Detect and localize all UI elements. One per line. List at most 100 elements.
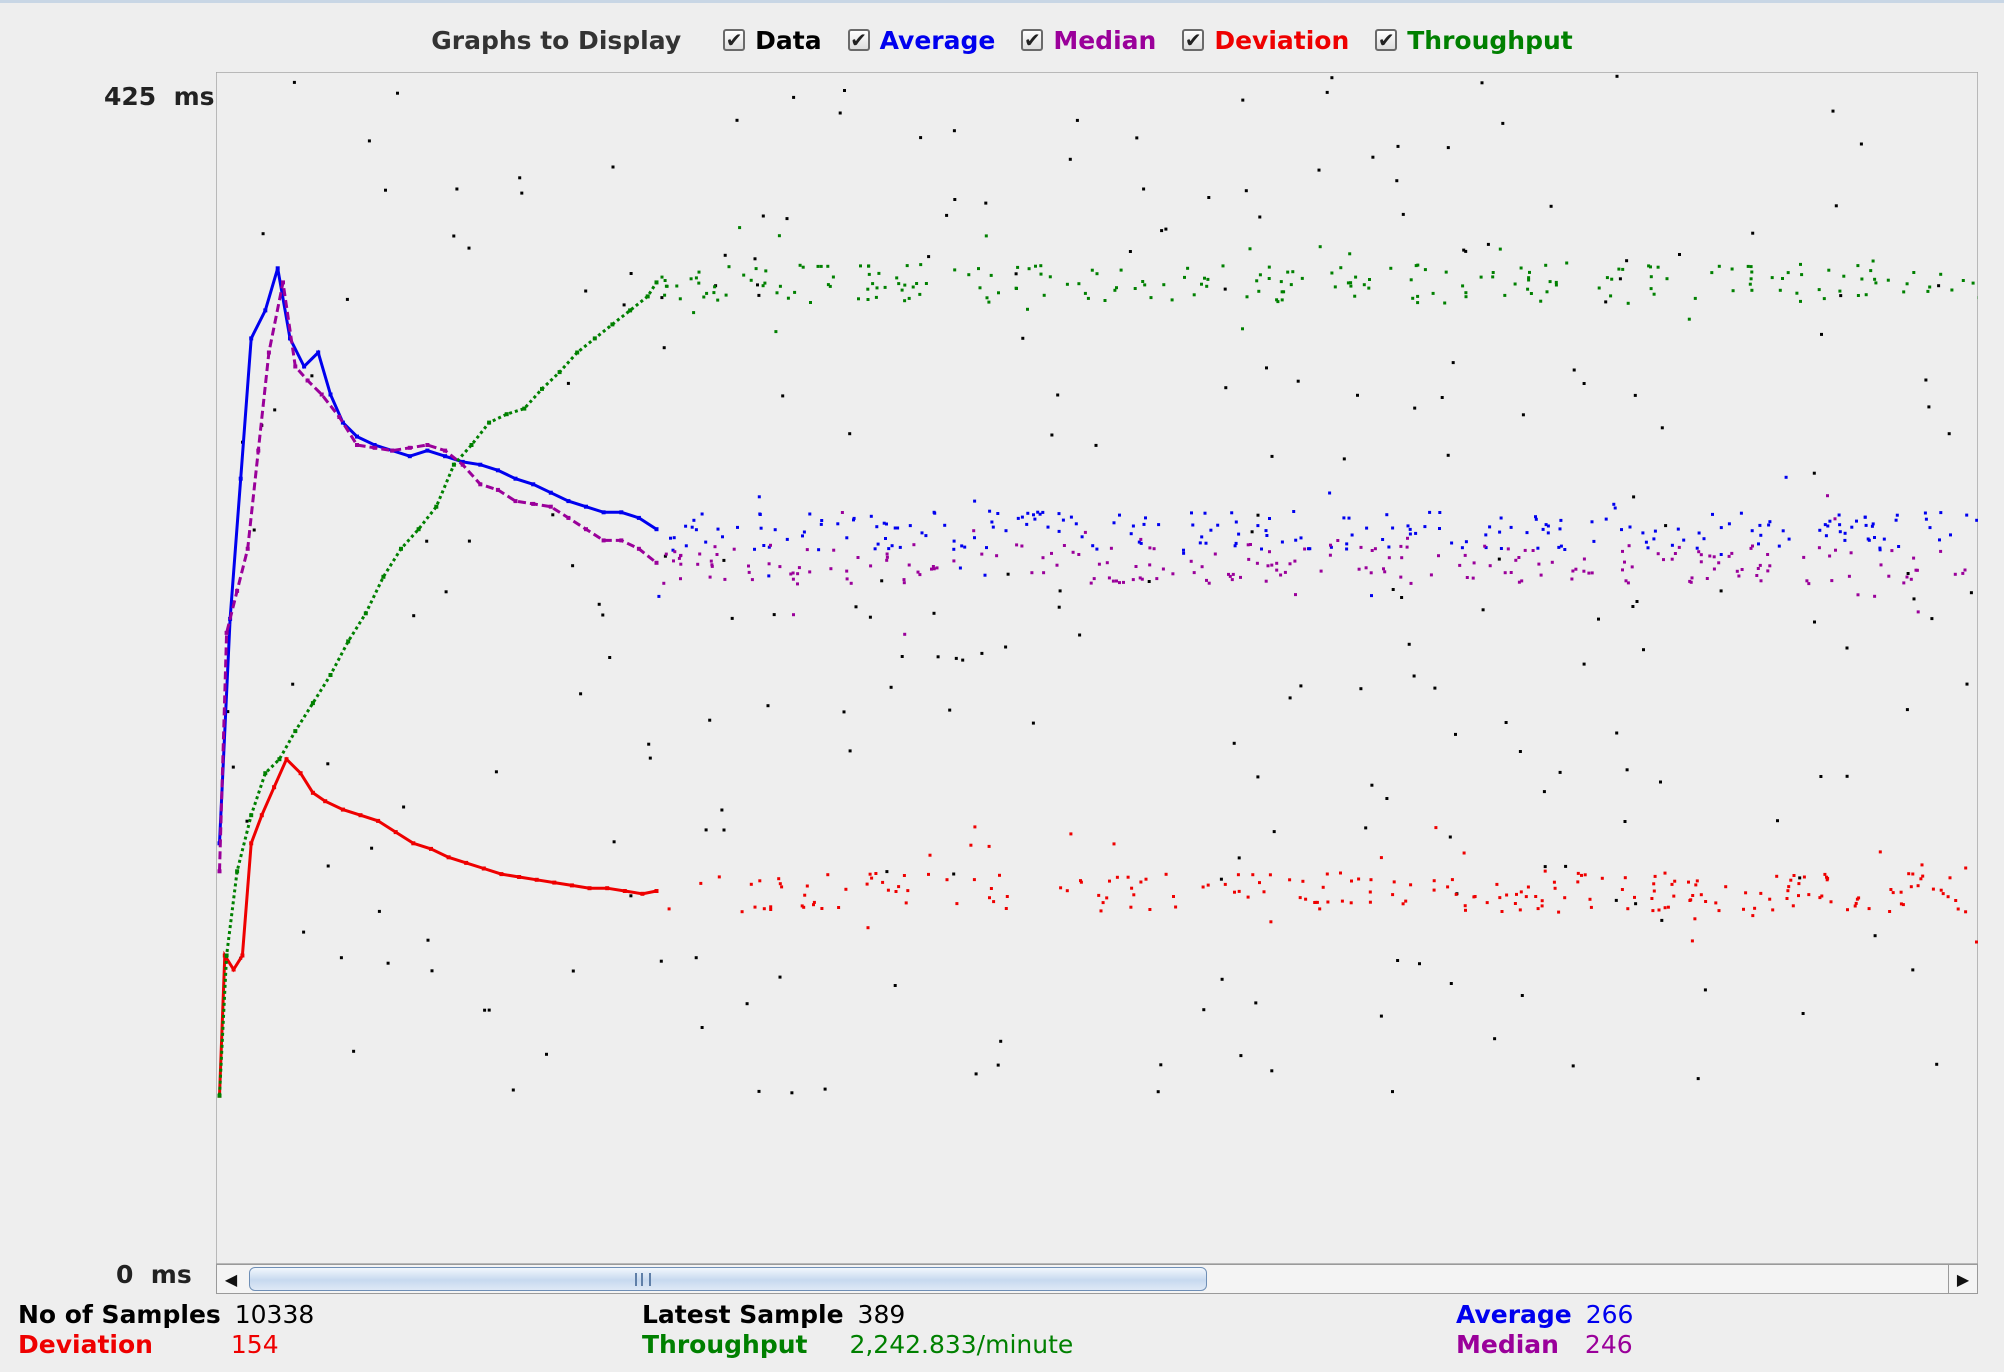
data-sample-point	[1572, 368, 1576, 372]
data-sample-point	[467, 246, 471, 250]
throughput-trend-point	[1491, 275, 1495, 279]
median-trend-point	[930, 567, 933, 571]
median-trend-point	[1155, 577, 1159, 581]
data-sample-point	[1935, 1062, 1939, 1066]
deviation-trend-point	[1233, 890, 1236, 894]
throughput-trend-point	[702, 295, 706, 299]
average-series-point	[302, 364, 307, 369]
median-trend-point	[1249, 543, 1252, 546]
data-sample-point	[1597, 617, 1600, 621]
scroll-right-arrow-icon[interactable]: ▶	[1948, 1265, 1977, 1293]
median-trend-point	[713, 545, 717, 549]
median-checkbox[interactable]: ✔ Median	[1021, 26, 1156, 55]
data-sample-point	[660, 296, 664, 300]
throughput-trend-point	[1186, 266, 1190, 270]
median-trend-point	[1328, 553, 1332, 557]
average-series-point	[495, 468, 500, 473]
data-sample-point	[1050, 433, 1054, 437]
average-trend-point	[1190, 511, 1193, 515]
data-sample-point	[1798, 876, 1802, 880]
throughput-trend-point	[1748, 282, 1752, 286]
throughput-trend-point	[918, 292, 922, 296]
throughput-trend-point	[1939, 272, 1943, 276]
data-sample-point	[1719, 589, 1723, 593]
throughput-trend-point	[1856, 264, 1860, 268]
median-trend-point	[1834, 548, 1837, 552]
average-trend-point	[958, 566, 962, 570]
average-trend-point	[1265, 534, 1269, 537]
median-trend-point	[1105, 561, 1109, 565]
throughput-series-point	[310, 701, 315, 706]
deviation-trend-point	[1909, 885, 1913, 889]
data-checkbox[interactable]: ✔ Data	[723, 26, 822, 55]
average-trend-point	[960, 544, 964, 548]
deviation-checkbox[interactable]: ✔ Deviation	[1182, 26, 1349, 55]
throughput-trend-point	[1649, 265, 1652, 269]
deviation-trend-point	[1505, 893, 1509, 897]
deviation-trend-point	[989, 887, 993, 890]
median-trend-point	[1514, 558, 1518, 562]
data-sample-point	[708, 718, 712, 722]
data-sample-point	[1446, 453, 1450, 457]
data-sample-point	[704, 828, 708, 832]
y-axis-min-label: 0 ms	[116, 1260, 192, 1289]
average-checkbox[interactable]: ✔ Average	[847, 26, 995, 55]
throughput-trend-point	[1731, 289, 1735, 293]
average-trend-point	[1428, 510, 1432, 514]
average-series-point	[238, 476, 243, 481]
deviation-trend-point	[897, 885, 901, 889]
data-sample-point	[945, 213, 949, 217]
throughput-trend-point	[1289, 283, 1293, 287]
median-trend-point	[952, 559, 956, 563]
throughput-trend-point	[1411, 296, 1415, 300]
stat-average: Average 266	[1456, 1300, 1633, 1329]
median-series-point	[495, 487, 500, 492]
median-trend-point	[1115, 579, 1118, 583]
median-trend-point	[1429, 573, 1433, 577]
deviation-trend-point	[778, 882, 782, 886]
throughput-trend-point	[1267, 265, 1271, 269]
median-trend-point	[1759, 579, 1763, 583]
throughput-trend-point	[1545, 290, 1549, 294]
stat-value: 246	[1584, 1330, 1633, 1359]
deviation-trend-point	[1786, 889, 1790, 893]
deviation-trend-point	[881, 880, 885, 884]
horizontal-scrollbar[interactable]: ◀ ▶	[216, 1264, 1978, 1294]
data-sample-point	[1325, 90, 1329, 94]
scrollbar-thumb[interactable]	[249, 1267, 1207, 1291]
median-trend-point	[1624, 579, 1628, 583]
data-sample-point	[781, 394, 785, 398]
data-sample-point	[1812, 471, 1816, 475]
median-series-point	[566, 515, 571, 520]
throughput-trend-point	[997, 291, 1000, 295]
data-sample-point	[996, 1063, 1000, 1067]
average-trend-point	[1499, 547, 1503, 550]
scroll-left-arrow-icon[interactable]: ◀	[224, 1269, 238, 1289]
median-trend-point	[1200, 565, 1204, 569]
data-sample-point	[1703, 988, 1707, 992]
deviation-trend-point	[1409, 883, 1413, 887]
throughput-trend-point	[819, 264, 823, 268]
throughput-series-point	[557, 370, 562, 375]
throughput-trend-point	[1346, 281, 1350, 285]
throughput-trend-point	[763, 281, 767, 285]
data-sample-point	[1776, 819, 1779, 823]
average-trend-point	[893, 526, 897, 530]
median-trend-point	[935, 566, 939, 570]
median-trend-point	[1205, 578, 1208, 582]
deviation-trend-point	[1495, 882, 1499, 886]
throughput-checkbox[interactable]: ✔ Throughput	[1375, 26, 1573, 55]
median-trend-point	[1735, 569, 1739, 573]
deviation-trend-point	[1201, 885, 1205, 889]
throughput-trend-point	[907, 296, 911, 300]
throughput-trend-point	[1149, 296, 1153, 300]
average-trend-point	[1628, 525, 1632, 529]
average-series-point	[531, 482, 536, 487]
deviation-trend-point	[1753, 906, 1757, 910]
average-trend-point	[1280, 540, 1284, 544]
data-sample-point	[700, 1026, 704, 1029]
deviation-trend-point	[998, 873, 1001, 877]
throughput-series-point	[540, 386, 544, 391]
deviation-trend-point	[1742, 907, 1745, 911]
throughput-trend-point	[1864, 293, 1868, 297]
